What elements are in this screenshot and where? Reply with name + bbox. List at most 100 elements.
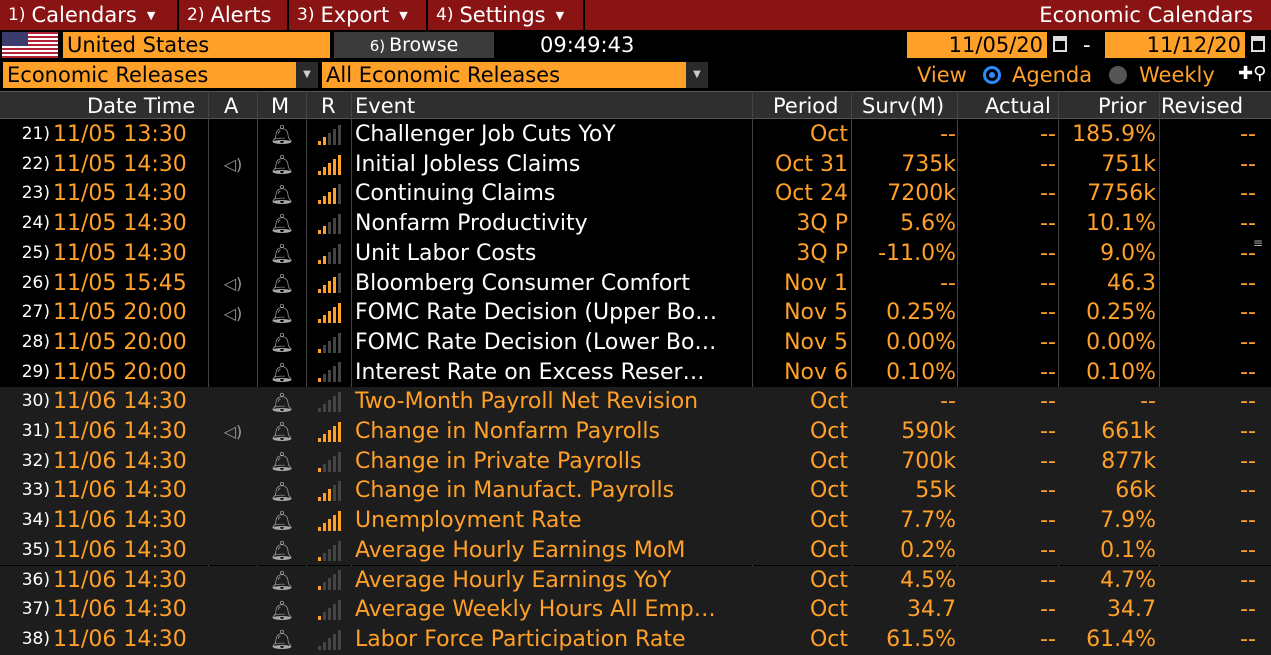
table-row[interactable]: 21) 11/05 13:30 🔔︎ Challenger Job Cuts YoY O… [0, 120, 1271, 150]
col-surv[interactable]: Surv(M) [862, 94, 945, 118]
table-row[interactable]: 24) 11/05 14:30 🔔︎ Nonfarm Productivity 3Q P… [0, 209, 1271, 239]
row-prior: 34.7 [1107, 597, 1156, 623]
date-to-field[interactable]: 11/12/20 [1105, 32, 1245, 58]
bell-icon[interactable]: 🔔︎ [269, 302, 295, 325]
row-index: 30) [21, 391, 50, 412]
table-row[interactable]: 23) 11/05 14:30 🔔︎ Continuing Claims Oct 24 7… [0, 179, 1271, 209]
row-event[interactable]: Two-Month Payroll Net Revision [355, 389, 699, 415]
weekly-label[interactable]: Weekly [1139, 63, 1215, 87]
agenda-radio[interactable] [983, 66, 1001, 84]
table-row[interactable]: 25) 11/05 14:30 🔔︎ Unit Labor Costs 3Q P -11.… [0, 239, 1271, 269]
row-event[interactable]: Unit Labor Costs [355, 240, 537, 266]
table-row[interactable]: 37) 11/06 14:30 🔔︎ Average Weekly Hours All… [0, 595, 1271, 625]
row-event[interactable]: Nonfarm Productivity [355, 211, 588, 237]
bell-icon[interactable]: 🔔︎ [269, 421, 295, 444]
bell-icon[interactable]: 🔔︎ [269, 124, 295, 147]
table-row[interactable]: 30) 11/06 14:30 🔔︎ Two-Month Payroll Net Re… [0, 387, 1271, 417]
date-from-field[interactable]: 11/05/20 [907, 32, 1047, 58]
col-revised[interactable]: Revised [1161, 94, 1244, 118]
row-index: 38) [21, 628, 50, 649]
relevance-bar [327, 370, 331, 383]
browse-button[interactable]: 6) Browse [334, 32, 494, 58]
row-event[interactable]: FOMC Rate Decision (Lower Bo… [355, 329, 717, 355]
bell-icon[interactable]: 🔔︎ [269, 391, 295, 414]
release-select[interactable]: All Economic Releases [322, 62, 686, 88]
row-event[interactable]: Unemployment Rate [355, 508, 582, 534]
bell-icon[interactable]: 🔔︎ [269, 451, 295, 474]
speaker-icon[interactable]: ◁) [223, 303, 243, 323]
bell-icon[interactable]: 🔔︎ [269, 154, 295, 177]
table-row[interactable]: 32) 11/06 14:30 🔔︎ Change in Private Payrol… [0, 446, 1271, 477]
col-actual[interactable]: Actual [985, 94, 1051, 118]
table-row[interactable]: 35) 11/06 14:30 🔔︎ Average Hourly Earnings … [0, 535, 1271, 566]
calendar-icon[interactable] [1053, 36, 1067, 52]
table-row[interactable]: 36) 11/06 14:30 🔔︎ Average Hourly Earnings … [0, 565, 1271, 596]
menu-export[interactable]: 3) Export ▼ [289, 0, 428, 30]
col-datetime[interactable]: Date Time [87, 94, 196, 118]
row-event[interactable]: Change in Manufact. Payrolls [355, 478, 675, 504]
row-event[interactable]: Average Hourly Earnings YoY [355, 567, 672, 593]
bell-icon[interactable]: 🔔︎ [269, 510, 295, 533]
speaker-icon[interactable]: ◁) [223, 273, 243, 293]
col-prior[interactable]: Prior [1098, 94, 1147, 118]
bell-icon[interactable]: 🔔︎ [269, 569, 295, 592]
table-row[interactable]: 26) 11/05 15:45 ◁) 🔔︎ Bloomberg Consumer Com… [0, 269, 1271, 299]
agenda-label[interactable]: Agenda [1012, 63, 1093, 87]
bell-icon[interactable]: 🔔︎ [269, 243, 295, 266]
bell-icon[interactable]: 🔔︎ [269, 213, 295, 236]
col-event[interactable]: Event [355, 94, 416, 118]
table-row[interactable]: 34) 11/06 14:30 🔔︎ Unemployment Rate Oct 7.7%… [0, 506, 1271, 536]
table-row[interactable]: 31) 11/06 14:30 ◁) 🔔︎ Change in Nonfarm Payr… [0, 417, 1271, 447]
relevance-bar [317, 556, 321, 561]
col-r[interactable]: R [321, 94, 336, 118]
chevron-down-icon[interactable]: ▼ [296, 62, 318, 88]
row-event[interactable]: Initial Jobless Claims [355, 151, 581, 177]
row-event[interactable]: Change in Nonfarm Payrolls [355, 419, 660, 444]
row-survey: 0.25% [886, 300, 956, 326]
col-period[interactable]: Period [773, 94, 839, 118]
row-event[interactable]: Interest Rate on Excess Reser… [355, 359, 705, 385]
table-row[interactable]: 38) 11/06 14:30 🔔︎ Labor Force Participatio… [0, 624, 1271, 655]
menu-settings[interactable]: 4) Settings ▼ [428, 0, 585, 30]
bell-icon[interactable]: 🔔︎ [269, 540, 295, 563]
relevance-bar [332, 188, 336, 205]
row-actual: -- [1040, 597, 1056, 623]
scroll-grip-icon[interactable]: ≡ [1253, 236, 1264, 250]
country-field[interactable]: United States [63, 32, 330, 58]
speaker-icon[interactable]: ◁) [223, 422, 243, 442]
row-event[interactable]: Challenger Job Cuts YoY [355, 122, 616, 147]
zoom-icon[interactable]: ✚⚲ [1238, 63, 1267, 84]
weekly-radio[interactable] [1109, 66, 1127, 84]
speaker-icon[interactable]: ◁) [223, 155, 243, 175]
table-row[interactable]: 22) 11/05 14:30 ◁) 🔔︎ Initial Jobless Claims… [0, 150, 1271, 180]
row-event[interactable]: FOMC Rate Decision (Upper Bo… [355, 300, 718, 326]
bell-icon[interactable]: 🔔︎ [269, 272, 295, 295]
row-event[interactable]: Average Weekly Hours All Emp… [355, 597, 716, 623]
relevance-bar [332, 604, 336, 621]
bell-icon[interactable]: 🔔︎ [269, 480, 295, 503]
bell-icon[interactable]: 🔔︎ [269, 629, 295, 652]
row-event[interactable]: Labor Force Participation Rate [355, 626, 686, 652]
row-event[interactable]: Continuing Claims [355, 181, 556, 207]
bell-icon[interactable]: 🔔︎ [269, 599, 295, 622]
row-event[interactable]: Bloomberg Consumer Comfort [355, 270, 690, 296]
table-row[interactable]: 28) 11/05 20:00 🔔︎ FOMC Rate Decision (Lowe… [0, 328, 1271, 358]
row-event[interactable]: Average Hourly Earnings MoM [355, 537, 686, 563]
bell-icon[interactable]: 🔔︎ [269, 183, 295, 206]
col-m[interactable]: M [271, 94, 290, 118]
menu-calendars[interactable]: 1) Calendars ▼ [0, 0, 179, 30]
row-period: Oct [809, 478, 848, 504]
table-row[interactable]: 33) 11/06 14:30 🔔︎ Change in Manufact. Payr… [0, 476, 1271, 507]
calendar-icon[interactable] [1251, 36, 1265, 52]
row-event[interactable]: Change in Private Payrolls [355, 448, 642, 474]
bell-icon[interactable]: 🔔︎ [269, 361, 295, 384]
col-a[interactable]: A [224, 94, 239, 118]
relevance-bar [327, 637, 331, 650]
table-row[interactable]: 27) 11/05 20:00 ◁) 🔔︎ FOMC Rate Decision (Up… [0, 298, 1271, 328]
chevron-down-icon[interactable]: ▼ [686, 62, 708, 88]
menu-alerts[interactable]: 2) Alerts [179, 0, 289, 30]
bell-icon[interactable]: 🔔︎ [269, 332, 295, 355]
category-select[interactable]: Economic Releases [3, 62, 296, 88]
row-survey: -- [940, 389, 956, 415]
table-row[interactable]: 29) 11/05 20:00 🔔︎ Interest Rate on Excess … [0, 358, 1271, 388]
